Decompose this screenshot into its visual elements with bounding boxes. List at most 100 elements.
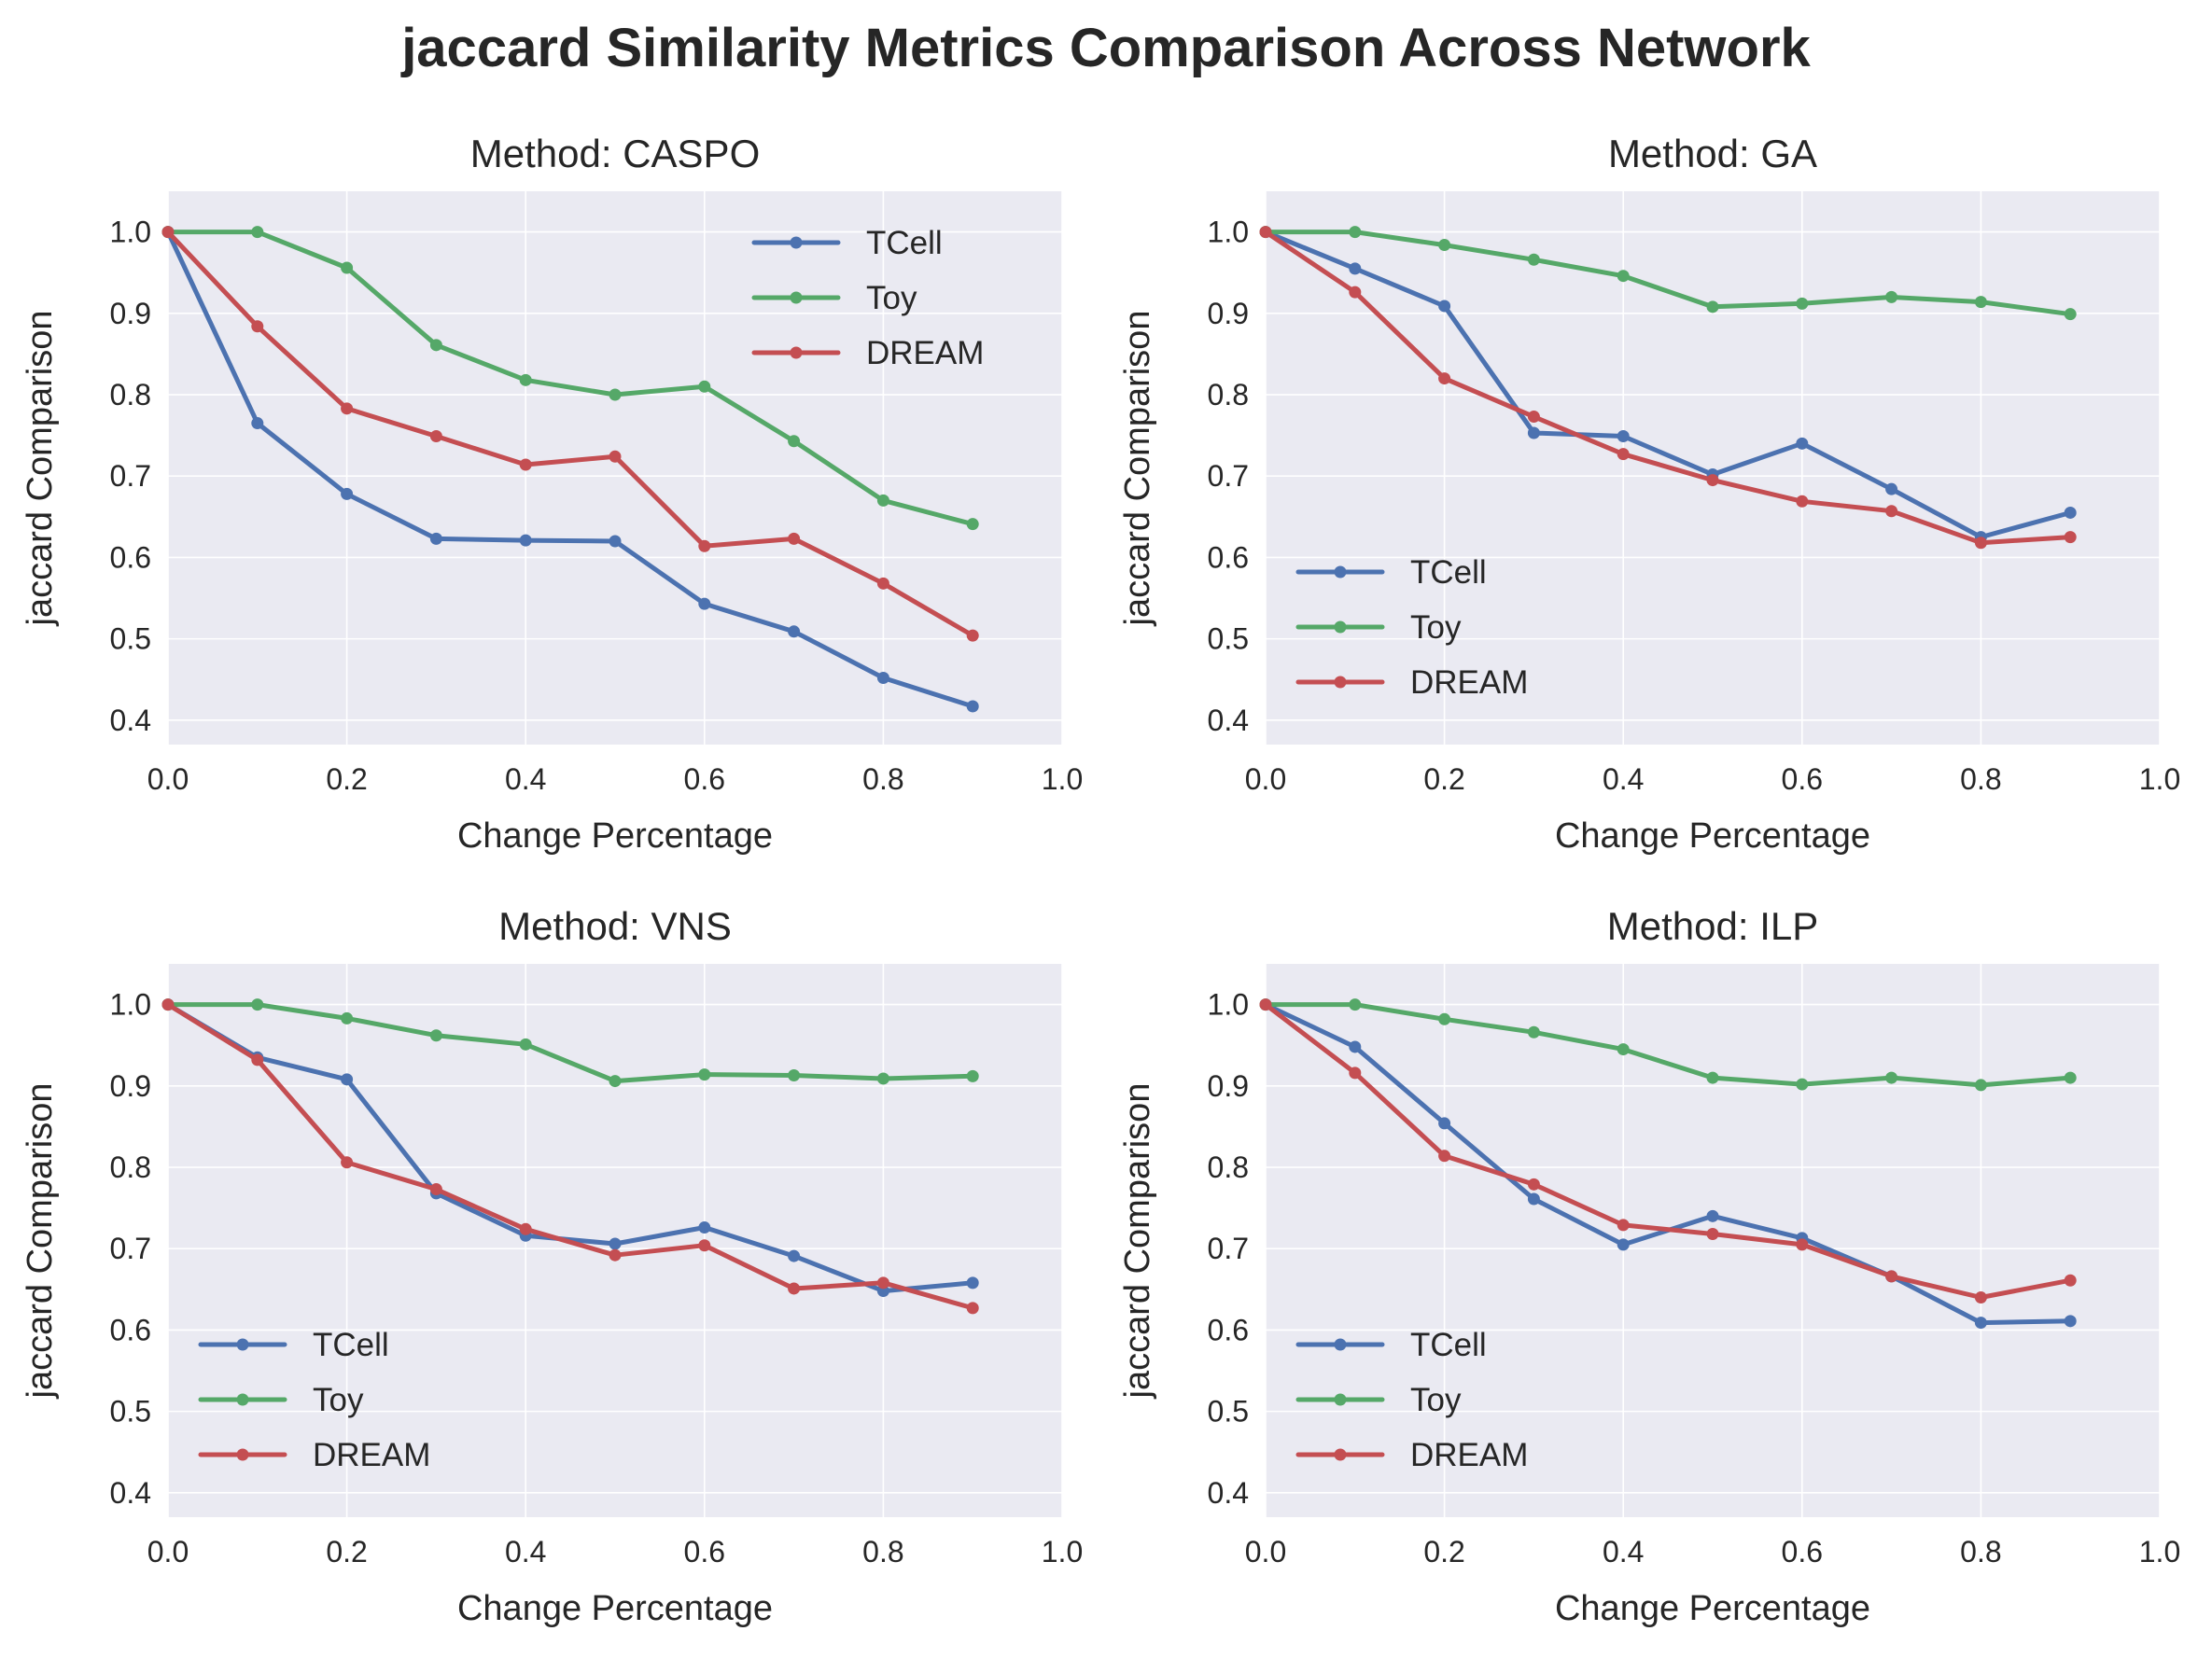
data-point-tcell: [1349, 262, 1362, 275]
y-tick-label: 0.6: [1208, 540, 1249, 574]
y-tick-label: 0.9: [1208, 1069, 1249, 1103]
data-point-dream: [341, 402, 354, 415]
chart-panel-2: 0.0 0.2 0.4 0.6 0.8 1.0 0.4 0.5 0.6 0.7 0.8 0.9 1.0 M…: [1118, 132, 2180, 856]
x-tick-label: 0.4: [505, 762, 546, 796]
data-point-dream: [1349, 1066, 1362, 1080]
data-point-tcell: [1706, 1209, 1719, 1222]
series-line-toy: [165, 230, 975, 527]
y-tick-label: 0.8: [110, 1150, 151, 1184]
data-point-toy: [2064, 1071, 2077, 1084]
data-point-dream: [1617, 448, 1630, 461]
data-point-dream: [2064, 531, 2077, 544]
legend-marker-toy: [1334, 620, 1347, 634]
data-point-toy: [1527, 253, 1540, 266]
data-point-tcell: [876, 671, 889, 684]
x-tick-label: 1.0: [1042, 762, 1083, 796]
data-point-tcell: [519, 534, 532, 547]
data-point-tcell: [341, 487, 354, 500]
data-point-tcell: [2064, 506, 2077, 519]
y-tick-label: 0.4: [110, 704, 151, 737]
data-point-tcell: [1974, 1317, 1987, 1330]
data-point-tcell: [2064, 1315, 2077, 1328]
legend-label-toy: Toy: [313, 1382, 364, 1418]
series-line-toy: [1263, 230, 2073, 317]
data-point-dream: [966, 1302, 979, 1315]
legend-marker-dream: [236, 1448, 249, 1461]
data-point-toy: [609, 388, 622, 401]
data-point-toy: [788, 435, 801, 448]
x-tick-label: 0.2: [326, 762, 367, 796]
x-tick-label: 0.6: [1782, 1535, 1823, 1568]
data-point-tcell: [1617, 429, 1630, 442]
y-axis-label: jaccard Comparison: [1118, 311, 1157, 627]
x-axis-label: Change Percentage: [1555, 1589, 1870, 1628]
data-point-toy: [519, 1038, 532, 1051]
series-line-toy: [165, 1002, 975, 1084]
data-point-tcell: [251, 417, 264, 430]
data-point-toy: [1974, 296, 1987, 309]
data-point-tcell: [609, 1237, 622, 1250]
series-line-toy: [1263, 1002, 2073, 1088]
y-tick-label: 0.5: [110, 1395, 151, 1429]
x-axis-label: Change Percentage: [1555, 816, 1870, 856]
data-point-toy: [1527, 1025, 1540, 1039]
legend-label-dream: DREAM: [1410, 1437, 1528, 1473]
data-point-dream: [1259, 226, 1272, 239]
data-point-tcell: [966, 700, 979, 713]
data-point-dream: [519, 1222, 532, 1235]
data-point-toy: [1438, 239, 1451, 252]
legend-label-dream: DREAM: [1410, 664, 1528, 701]
legend-label-dream: DREAM: [313, 1437, 430, 1473]
legend-marker-dream: [1334, 676, 1347, 689]
data-point-toy: [1796, 297, 1809, 310]
legend: TCell Toy DREAM: [751, 225, 984, 371]
series-line-dream: [1263, 230, 2073, 546]
legend-label-toy: Toy: [866, 280, 917, 316]
data-point-dream: [1706, 474, 1719, 487]
y-tick-label: 0.9: [110, 297, 151, 330]
y-tick-label: 0.7: [110, 459, 151, 493]
data-point-toy: [341, 261, 354, 274]
data-point-toy: [1974, 1079, 1987, 1092]
data-point-dream: [251, 1053, 264, 1066]
plot-area: [1266, 191, 2160, 745]
y-tick-label: 0.8: [1208, 1150, 1249, 1184]
data-point-toy: [1349, 226, 1362, 239]
y-tick-label: 0.7: [110, 1232, 151, 1265]
legend: TCell Toy DREAM: [198, 1327, 430, 1473]
data-point-tcell: [1438, 1117, 1451, 1130]
series-line-tcell: [1263, 230, 2073, 540]
data-point-dream: [1885, 505, 1898, 518]
y-tick-label: 0.6: [1208, 1313, 1249, 1346]
y-tick-label: 0.6: [110, 1313, 151, 1346]
legend-label-toy: Toy: [1410, 609, 1462, 646]
legend-marker-tcell: [790, 236, 803, 249]
chart-panel-4: 0.0 0.2 0.4 0.6 0.8 1.0 0.4 0.5 0.6 0.7 0.8 0.9 1.0 M…: [1118, 904, 2180, 1628]
data-point-dream: [1706, 1228, 1719, 1241]
data-point-tcell: [788, 1249, 801, 1262]
legend-label-tcell: TCell: [1410, 554, 1487, 591]
data-point-dream: [1527, 1178, 1540, 1191]
y-tick-label: 0.8: [1208, 378, 1249, 411]
data-point-dream: [161, 226, 175, 239]
data-point-toy: [1706, 300, 1719, 314]
panel-title: Method: GA: [1608, 132, 1817, 175]
data-point-tcell: [1438, 300, 1451, 313]
x-tick-label: 0.8: [1960, 1535, 2001, 1568]
data-point-dream: [1438, 1150, 1451, 1163]
data-point-dream: [609, 1248, 622, 1262]
data-point-toy: [698, 1068, 711, 1081]
legend-marker-toy: [1334, 1393, 1347, 1406]
data-point-toy: [1349, 998, 1362, 1011]
data-point-dream: [876, 577, 889, 590]
panel-title: Method: ILP: [1607, 904, 1818, 948]
data-point-dream: [1527, 411, 1540, 424]
data-point-dream: [1259, 998, 1272, 1011]
data-point-dream: [966, 629, 979, 642]
x-tick-label: 0.0: [147, 762, 189, 796]
x-tick-label: 0.0: [1245, 1535, 1286, 1568]
data-point-tcell: [341, 1073, 354, 1086]
panel-title: Method: VNS: [498, 904, 732, 948]
data-point-tcell: [1617, 1238, 1630, 1251]
